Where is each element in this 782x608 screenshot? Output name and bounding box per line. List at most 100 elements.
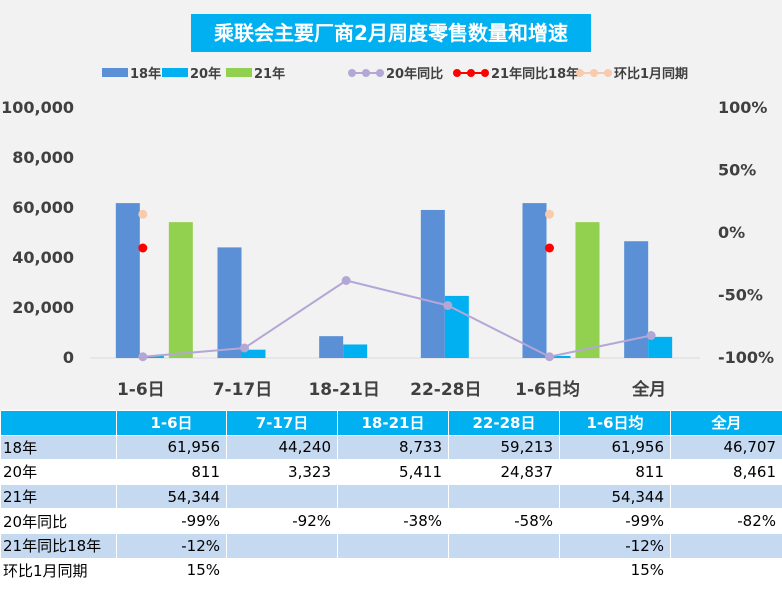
table-cell: 46,707 xyxy=(670,434,782,461)
table-header-cell: 1-6日 xyxy=(116,410,227,436)
bar-21年 xyxy=(575,222,600,358)
point-21年同比18年 xyxy=(545,243,554,253)
table-row: 21年同比18年 -12% -12% xyxy=(0,532,782,559)
table-cell xyxy=(670,483,782,510)
legend-marker xyxy=(453,69,461,77)
point-环比1月同期 xyxy=(138,209,148,219)
table-cell: 3,323 xyxy=(226,459,338,485)
y-left-tick-label: 60,000 xyxy=(12,198,74,217)
table-cell: 61,956 xyxy=(559,434,671,461)
table-cell xyxy=(448,532,560,559)
chart-svg: 乘联会主要厂商2月周度零售数量和增速 18年 20年 21年 20年同比 21年同比18年… xyxy=(1,14,774,400)
table-row: 环比1月同期 15% 15% xyxy=(0,557,782,584)
table-row: 18年 61,956 44,240 8,733 59,213 61,956 46… xyxy=(0,434,782,461)
legend-label: 20年同比 xyxy=(386,66,443,82)
legend-marker xyxy=(576,69,584,77)
table-cell: 811 xyxy=(116,459,227,485)
table-cell xyxy=(226,532,338,559)
title-box xyxy=(191,14,591,52)
table-cell: -38% xyxy=(337,508,449,534)
y-left-tick-label: 80,000 xyxy=(12,148,74,167)
y-right-tick-label: 0% xyxy=(718,223,745,242)
table-cell xyxy=(670,532,782,559)
table-cell: 15% xyxy=(559,557,671,584)
table-cell: 15% xyxy=(116,557,227,584)
chart-title: 乘联会主要厂商2月周度零售数量和增速 xyxy=(213,21,568,45)
table-cell: 811 xyxy=(559,459,671,485)
legend-marker xyxy=(590,69,598,77)
legend-label: 18年 xyxy=(130,66,161,82)
bar-20年 xyxy=(648,336,673,358)
legend-swatch xyxy=(102,68,128,77)
y-right-tick-label: 50% xyxy=(718,161,756,180)
row-label: 20年同比 xyxy=(0,508,117,534)
table-cell: 54,344 xyxy=(116,483,227,510)
bar-20年 xyxy=(139,355,164,358)
table-header-row: 1-6日 7-17日 18-21日 22-28日 1-6日均 全月 xyxy=(0,410,782,436)
bar-18年 xyxy=(115,203,140,358)
legend-marker xyxy=(481,69,489,77)
table-header-cell: 全月 xyxy=(670,410,782,436)
legend-label: 20年 xyxy=(190,66,221,82)
table-cell: -99% xyxy=(559,508,671,534)
legend-swatch xyxy=(226,68,252,77)
table-cell: -92% xyxy=(226,508,338,534)
table-row: 21年 54,344 54,344 xyxy=(0,483,782,510)
y-left-tick-label: 20,000 xyxy=(12,298,74,317)
table-cell: 61,956 xyxy=(116,434,227,461)
bar-18年 xyxy=(319,336,344,358)
table-cell: 8,733 xyxy=(337,434,449,461)
row-label: 18年 xyxy=(0,434,117,461)
table-header-cell: 22-28日 xyxy=(448,410,560,436)
point-20年同比 xyxy=(240,343,249,353)
legend-marker xyxy=(467,69,475,77)
point-21年同比18年 xyxy=(138,243,148,253)
row-label: 21年同比18年 xyxy=(0,532,117,559)
legend-swatch xyxy=(162,68,188,77)
data-table: 1-6日 7-17日 18-21日 22-28日 1-6日均 全月 18年 61… xyxy=(0,410,782,584)
table-header-cell: 1-6日均 xyxy=(559,410,671,436)
line-20年同比 xyxy=(142,279,652,358)
table-cell: -99% xyxy=(116,508,227,534)
y-left-tick-label: 100,000 xyxy=(1,98,74,117)
y-left-tick-label: 0 xyxy=(63,348,74,367)
y-right-tick-label: -50% xyxy=(718,286,763,305)
row-label: 环比1月同期 xyxy=(0,557,117,584)
legend-label: 环比1月同期 xyxy=(614,66,688,82)
legend-label: 21年同比18年 xyxy=(491,66,579,82)
y-right-tick-label: -100% xyxy=(718,348,774,367)
point-20年同比 xyxy=(138,352,148,362)
table-cell: 8,461 xyxy=(670,459,782,485)
x-tick-label: 1-6日 xyxy=(117,380,165,400)
table-cell: -58% xyxy=(448,508,560,534)
legend-marker xyxy=(348,69,356,77)
legend-label: 21年 xyxy=(254,66,285,82)
table-cell xyxy=(448,483,560,510)
bar-18年 xyxy=(420,209,445,358)
bar-20年 xyxy=(546,355,571,358)
point-20年同比 xyxy=(545,352,554,362)
bar-20年 xyxy=(241,349,266,358)
table-row: 20年 811 3,323 5,411 24,837 811 8,461 xyxy=(0,459,782,485)
table-header-cell: 18-21日 xyxy=(337,410,449,436)
table-header-cell xyxy=(0,410,117,436)
table-cell xyxy=(226,483,338,510)
table-cell: 59,213 xyxy=(448,434,560,461)
table-cell xyxy=(337,557,449,584)
point-20年同比 xyxy=(443,301,453,310)
table-cell: 54,344 xyxy=(559,483,671,510)
bar-18年 xyxy=(217,247,242,358)
table-cell xyxy=(670,557,782,584)
table-cell: 44,240 xyxy=(226,434,338,461)
x-tick-label: 7-17日 xyxy=(213,380,273,400)
point-20年同比 xyxy=(646,331,656,340)
table-cell xyxy=(448,557,560,584)
table-header-cell: 7-17日 xyxy=(226,410,338,436)
point-20年同比 xyxy=(341,276,351,285)
x-tick-label: 全月 xyxy=(631,379,666,400)
bar-20年 xyxy=(343,344,368,358)
table-cell: -12% xyxy=(559,532,671,559)
legend-marker xyxy=(362,69,370,77)
x-tick-label: 18-21日 xyxy=(308,380,379,400)
bar-18年 xyxy=(522,203,547,358)
